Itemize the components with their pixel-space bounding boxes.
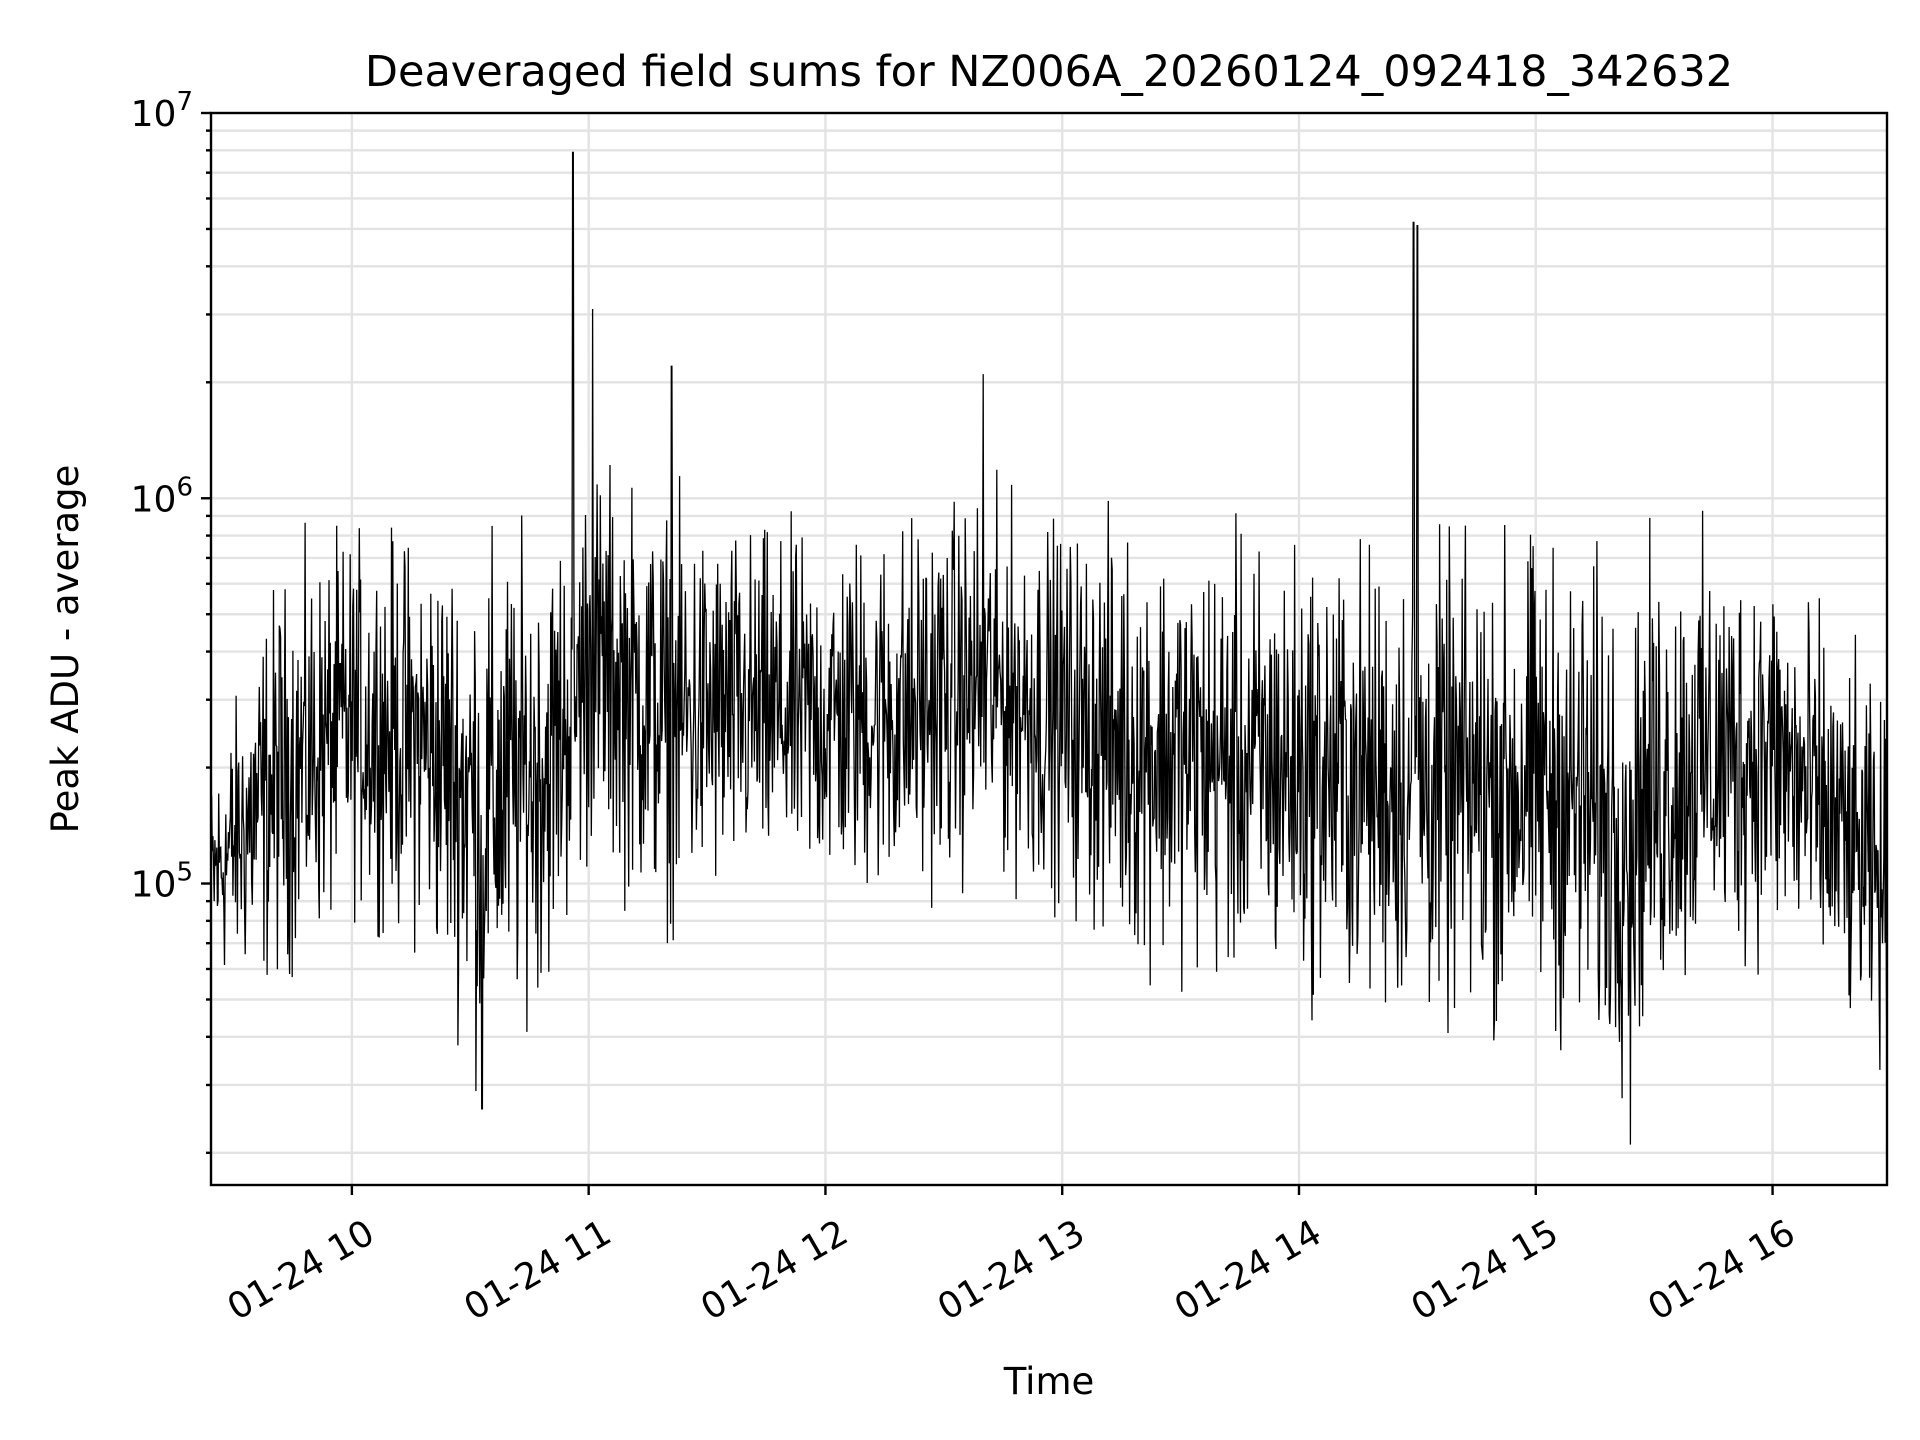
x-axis-label: Time [1003, 1360, 1095, 1403]
x-tick-label: 01-24 15 [1405, 1212, 1566, 1328]
x-tick-label: 01-24 14 [1168, 1212, 1329, 1328]
y-tick-label: 107 [131, 87, 193, 135]
plot-frame [209, 111, 1889, 1187]
x-tick-label: 01-24 16 [1641, 1212, 1802, 1328]
x-tick-label: 01-24 12 [694, 1212, 855, 1328]
x-tick-label: 01-24 13 [931, 1212, 1092, 1328]
y-tick-label: 105 [131, 858, 193, 906]
grid [211, 111, 1887, 1185]
y-axis-label: Peak ADU - average [44, 465, 87, 834]
chart-title: Deaveraged field sums for NZ006A_2026012… [365, 47, 1733, 97]
series-line [210, 151, 1888, 1145]
x-tick-label: 01-24 11 [457, 1212, 618, 1328]
y-tick-label: 106 [131, 472, 193, 520]
x-tick-label: 01-24 10 [221, 1212, 382, 1328]
